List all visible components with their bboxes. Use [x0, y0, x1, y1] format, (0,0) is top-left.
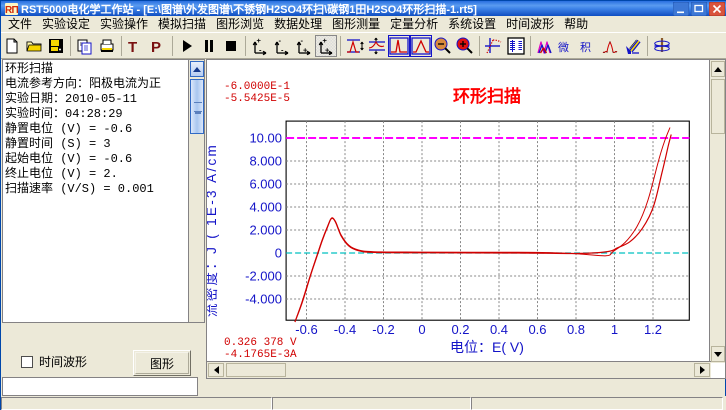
- svg-text:-6.0000E-1: -6.0000E-1: [224, 81, 290, 93]
- svg-text:-: -: [301, 36, 304, 45]
- svg-text:流密度：J ( 1E-3 A/cm: 流密度：J ( 1E-3 A/cm: [207, 143, 219, 317]
- svg-text:+: +: [257, 36, 262, 45]
- svg-text:0: 0: [418, 322, 425, 337]
- svg-text:微: 微: [558, 40, 569, 54]
- svg-text:Π: Π: [12, 5, 19, 15]
- svg-text:-4.000: -4.000: [245, 292, 282, 307]
- svg-text:环形扫描: 环形扫描: [453, 86, 521, 106]
- svg-text:6.000: 6.000: [249, 177, 282, 192]
- svg-text:0.326 378 V: 0.326 378 V: [224, 337, 297, 349]
- svg-text:-4.1765E-3A: -4.1765E-3A: [224, 349, 297, 361]
- svg-text:电位：E( V): 电位：E( V): [450, 339, 524, 355]
- svg-text:+: +: [325, 45, 330, 54]
- svg-text:0.2: 0.2: [451, 322, 469, 337]
- svg-text:8.000: 8.000: [249, 154, 282, 169]
- svg-text:积: 积: [580, 41, 591, 54]
- svg-text:0.6: 0.6: [528, 322, 546, 337]
- svg-text:P: P: [151, 39, 161, 56]
- svg-text:0: 0: [275, 246, 282, 261]
- svg-text:+: +: [303, 45, 308, 54]
- svg-text:-2.000: -2.000: [245, 269, 282, 284]
- svg-text:T: T: [128, 39, 137, 56]
- svg-text:4.000: 4.000: [249, 200, 282, 215]
- svg-text:-: -: [279, 36, 282, 45]
- svg-text:-0.2: -0.2: [372, 322, 394, 337]
- svg-text:0.8: 0.8: [567, 322, 585, 337]
- svg-text:1.2: 1.2: [644, 322, 662, 337]
- svg-text:2.000: 2.000: [249, 223, 282, 238]
- svg-text:-0.6: -0.6: [295, 322, 317, 337]
- svg-text:1: 1: [611, 322, 618, 337]
- svg-text:0.4: 0.4: [490, 322, 508, 337]
- svg-text:+: +: [323, 36, 328, 45]
- svg-text:-5.5425E-5: -5.5425E-5: [224, 93, 290, 105]
- svg-text:-0.4: -0.4: [334, 322, 356, 337]
- svg-text:10.00: 10.00: [249, 131, 282, 146]
